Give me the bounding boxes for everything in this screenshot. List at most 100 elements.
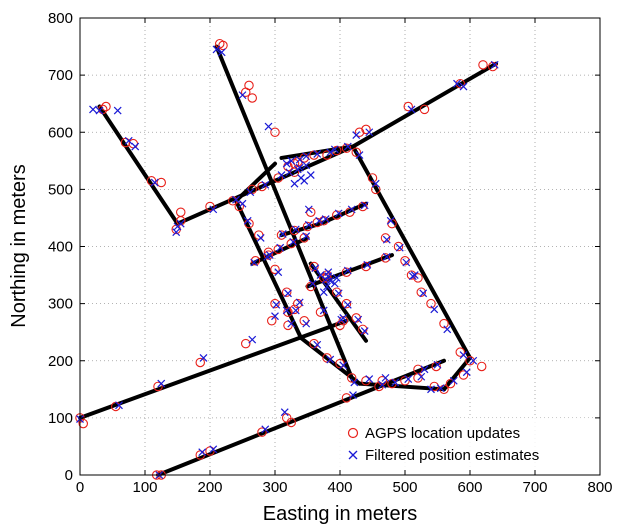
agps-point [351, 147, 361, 157]
axis-ticks: 0 100 200 300 400 500 600 700 800 0 100 200 300 400 50… [48, 10, 613, 496]
road-network [78, 44, 498, 477]
filtered-point [382, 235, 391, 244]
agps-point [273, 173, 283, 183]
filtered-point [282, 159, 291, 168]
filtered-point [350, 378, 359, 387]
filtered-point [291, 306, 300, 315]
x-tick-label: 800 [587, 479, 612, 496]
filtered-point [278, 230, 287, 238]
agps-point [431, 361, 441, 372]
agps-point [270, 127, 280, 138]
legend-filtered-marker [348, 450, 358, 460]
filtered-point [271, 312, 279, 321]
road-segment [442, 355, 472, 392]
filtered-point [355, 151, 364, 160]
filtered-point [490, 60, 499, 69]
x-tick-label: 400 [327, 479, 352, 496]
filtered-point [232, 195, 240, 204]
filtered-point [272, 300, 281, 309]
agps-point [156, 177, 167, 188]
agps-point [266, 316, 277, 326]
agps-point [270, 264, 280, 275]
agps-point [153, 381, 163, 392]
filtered-point [95, 106, 104, 115]
agps-point [244, 80, 254, 91]
filtered-point [264, 122, 273, 131]
filtered-point [287, 156, 296, 165]
filtered-point [436, 384, 445, 393]
legend-box [338, 418, 594, 470]
filtered-point [371, 179, 380, 188]
filtered-point [469, 356, 478, 365]
filtered-point [323, 282, 331, 291]
filtered-point [315, 216, 324, 225]
filtered-point [313, 150, 322, 158]
agps-point [465, 355, 475, 366]
filtered-point [352, 131, 361, 140]
filtered-point [332, 273, 341, 282]
x-tick-label: 100 [132, 479, 157, 496]
agps-point [247, 93, 258, 103]
filtered-point [302, 152, 311, 161]
agps-point [439, 318, 449, 329]
agps-point [302, 221, 313, 232]
x-tick-label: 200 [197, 479, 222, 496]
agps-point [289, 225, 300, 236]
filtered-point [334, 289, 343, 298]
filtered-point [459, 82, 468, 91]
filtered-point [274, 268, 283, 277]
filtered-point [157, 379, 166, 388]
filtered-point [276, 243, 285, 252]
filtered-point [381, 373, 390, 382]
filtered-point [238, 91, 247, 100]
agps-point [361, 261, 371, 272]
filtered-point [339, 313, 348, 322]
filtered-point [343, 142, 352, 151]
filtered-point [308, 279, 317, 288]
agps-point [361, 124, 371, 135]
filtered-point [311, 264, 320, 273]
filtered-point [256, 234, 265, 242]
agps-point [478, 60, 488, 70]
y-tick-label: 0 [65, 467, 73, 484]
filtered-point [261, 425, 270, 434]
agps-point [195, 357, 206, 368]
filtered-point [289, 238, 298, 246]
filtered-point [302, 319, 311, 328]
filtered-point [433, 360, 442, 369]
filtered-point [334, 209, 343, 218]
filtered-point [295, 163, 304, 172]
agps-point [270, 298, 280, 309]
x-tick-label: 300 [262, 479, 287, 496]
agps-point [426, 298, 436, 309]
agps-point [101, 101, 111, 112]
filtered-point [407, 105, 416, 114]
filtered-point [360, 201, 369, 210]
filtered-point [150, 178, 159, 187]
y-tick-label: 800 [48, 10, 73, 27]
agps-point [205, 201, 215, 212]
road-segment [97, 104, 180, 226]
agps-point [380, 233, 391, 243]
agps-point [257, 427, 267, 437]
agps-point [286, 417, 296, 428]
agps-point [331, 287, 342, 297]
filtered-point [199, 353, 208, 362]
agps-point [176, 207, 186, 217]
y-tick-label: 300 [48, 296, 73, 313]
filtered-point [360, 327, 369, 335]
filtered-point [198, 448, 207, 457]
filtered-point [408, 272, 417, 281]
filtered-point [209, 445, 218, 454]
agps-point [370, 184, 381, 195]
agps-point [322, 150, 332, 160]
filtered-point [404, 375, 413, 383]
agps-point [346, 373, 357, 383]
legend-agps-label: AGPS location updates [365, 425, 520, 442]
filtered-point [378, 380, 387, 389]
agps-point [357, 201, 368, 212]
filtered-point [290, 179, 299, 188]
filtered-point [282, 306, 291, 315]
agps-point [445, 378, 456, 389]
agps-point [78, 418, 89, 429]
